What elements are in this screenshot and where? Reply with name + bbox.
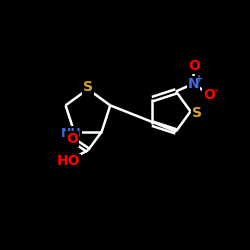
Text: O: O [188, 60, 200, 74]
Text: N: N [188, 77, 199, 91]
Text: +: + [195, 74, 203, 84]
Text: S: S [192, 106, 202, 120]
Text: O: O [203, 88, 215, 102]
Text: HO: HO [56, 154, 80, 168]
Text: NH: NH [61, 127, 82, 140]
Text: O: O [66, 132, 78, 146]
Text: S: S [83, 80, 93, 94]
Text: -: - [213, 86, 218, 96]
